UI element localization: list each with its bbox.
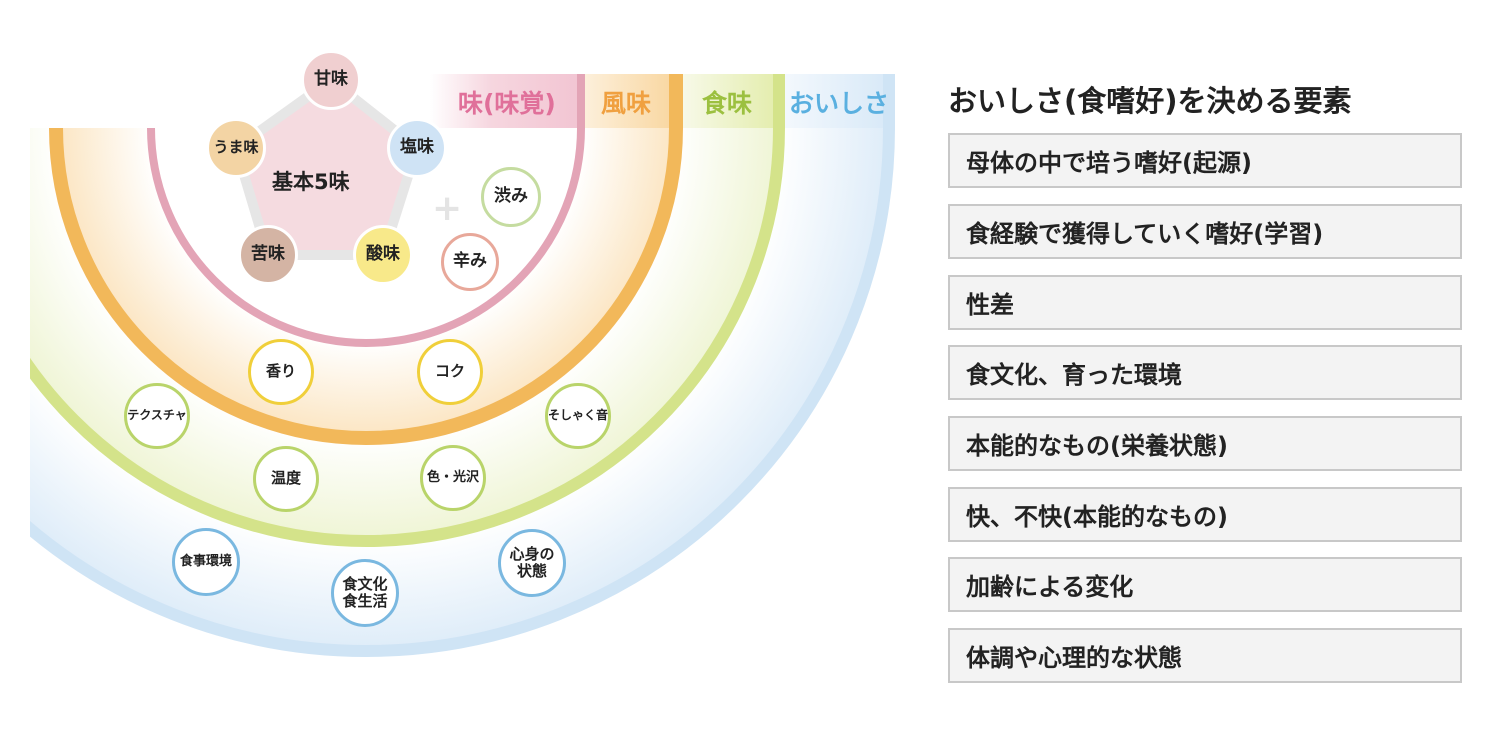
factor-item: 母体の中で培う嗜好(起源) bbox=[948, 133, 1462, 188]
taste-pungent: 辛み bbox=[441, 233, 499, 291]
factor-item: 食経験で獲得していく嗜好(学習) bbox=[948, 204, 1462, 259]
factor-item: 本能的なもの(栄養状態) bbox=[948, 416, 1462, 471]
taste-sweet: 甘味 bbox=[301, 50, 361, 110]
taste-umami: うま味 bbox=[206, 118, 266, 178]
palatability-texture: テクスチャ bbox=[124, 383, 190, 449]
palatability-chewing-sound: そしゃく音 bbox=[545, 383, 611, 449]
header-palatability: 食味 bbox=[702, 89, 753, 118]
palatability-color-gloss: 色・光沢 bbox=[420, 445, 486, 511]
header-band-taste bbox=[430, 74, 583, 130]
header-band-palatability bbox=[683, 74, 785, 130]
palatability-temperature: 温度 bbox=[253, 446, 319, 512]
taste-sour: 酸味 bbox=[353, 225, 413, 285]
factor-item: 加齢による変化 bbox=[948, 557, 1462, 612]
plus-icon: + bbox=[432, 188, 463, 229]
header-band-flavor bbox=[583, 74, 683, 130]
taste-bitter: 苦味 bbox=[238, 225, 298, 285]
header-deliciousness: おいしさ bbox=[789, 89, 890, 118]
factor-item: 性差 bbox=[948, 275, 1462, 330]
deliciousness-food-culture: 食文化 食生活 bbox=[331, 559, 399, 627]
factor-item: 体調や心理的な状態 bbox=[948, 628, 1462, 683]
taste-salty: 塩味 bbox=[387, 118, 447, 178]
factors-title: おいしさ(食嗜好)を決める要素 bbox=[948, 84, 1352, 118]
flavor-richness: コク bbox=[417, 339, 483, 405]
deliciousness-mind-body-state: 心身の 状態 bbox=[498, 529, 566, 597]
header-band-deliciousness bbox=[785, 74, 895, 130]
header-taste: 味(味覚) bbox=[458, 89, 556, 118]
factor-item: 食文化、育った環境 bbox=[948, 345, 1462, 400]
deliciousness-meal-environment: 食事環境 bbox=[172, 528, 240, 596]
flavor-aroma: 香り bbox=[248, 339, 314, 405]
factor-item: 快、不快(本能的なもの) bbox=[948, 487, 1462, 542]
basic-five-tastes-label: 基本5味 bbox=[272, 170, 350, 194]
taste-astringent: 渋み bbox=[481, 167, 541, 227]
header-flavor: 風味 bbox=[601, 89, 652, 118]
